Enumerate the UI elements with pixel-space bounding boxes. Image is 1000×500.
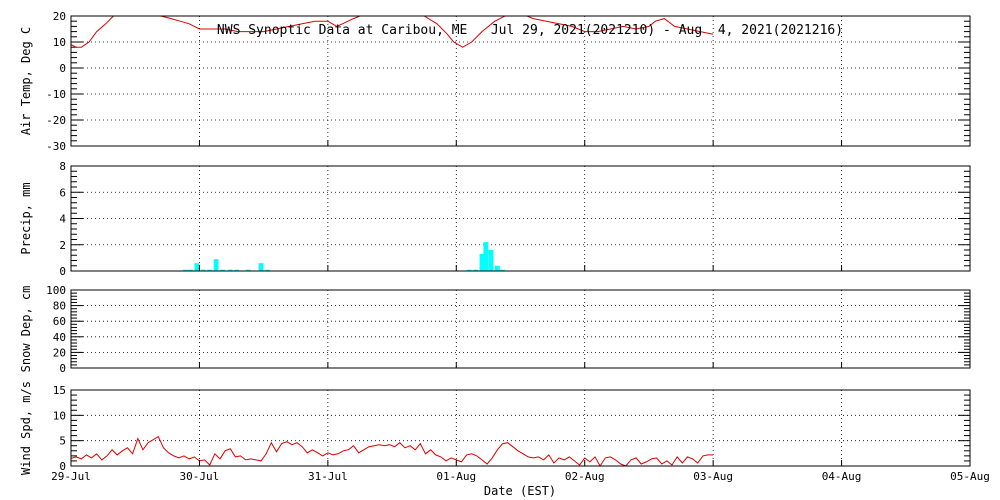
panel-wind: 0 5 10 15 Wind Spd, m/s: [19, 381, 971, 475]
data-layer: [71, 435, 714, 466]
precip-bar: [207, 269, 213, 271]
x-tick-label: 31-Jul: [308, 470, 348, 483]
precip-bar: [220, 269, 225, 271]
data-layer: [71, 16, 714, 48]
y-tick-label: 10: [53, 409, 66, 422]
y-tick-label: 20: [53, 10, 66, 23]
panel-frame: [70, 289, 971, 369]
x-tick-label: 03-Aug: [693, 470, 733, 483]
wind-series-line: [71, 435, 714, 466]
precip-bar: [200, 269, 206, 271]
temp-series-line: [71, 16, 714, 48]
y-axis-label: Wind Spd, m/s: [19, 381, 33, 475]
x-axis-label: Date (EST): [484, 484, 556, 498]
y-tick-label: -20: [46, 114, 66, 127]
chart-title: NWS Synoptic Data at Caribou, ME Jul 29,…: [217, 23, 843, 38]
precip-bar: [213, 259, 219, 271]
precip-bar: [466, 269, 472, 271]
y-tick-label: 10: [53, 36, 66, 49]
precip-bar: [234, 269, 240, 271]
y-tick-label: -30: [46, 140, 66, 153]
precip-bar: [194, 263, 200, 271]
y-tick-label: 4: [59, 213, 66, 226]
y-tick-label: 20: [53, 346, 66, 359]
precip-bar: [188, 269, 193, 271]
x-tick-label: 30-Jul: [180, 470, 220, 483]
panel-frame: [70, 165, 971, 272]
y-tick-label: 0: [59, 62, 66, 75]
y-tick-label: 60: [53, 315, 66, 328]
precip-bar: [258, 263, 264, 271]
y-tick-label: 5: [59, 435, 66, 448]
y-tick-label: 100: [46, 284, 66, 297]
precip-bar: [473, 269, 478, 271]
x-tick-label: 05-Aug: [950, 470, 990, 483]
precip-bar: [488, 250, 494, 271]
panel-snow: 0 20 40 60 80 100 Snow Dep, cm: [19, 284, 971, 375]
precip-bar: [479, 253, 485, 271]
x-tick-label: 02-Aug: [565, 470, 605, 483]
y-tick-label: 8: [59, 160, 66, 173]
panel-precip: 0 2 4 6 8 Precip, mm: [19, 160, 971, 278]
y-tick-label: 80: [53, 300, 66, 313]
panel-temp: -30 -20 -10 0 10 20 Air Temp, Deg C: [19, 10, 971, 153]
y-tick-label: 0: [59, 460, 66, 473]
y-tick-label: 40: [53, 331, 66, 344]
precip-bar: [500, 269, 505, 271]
x-tick-label: 01-Aug: [436, 470, 476, 483]
y-axis-label: Air Temp, Deg C: [19, 27, 33, 135]
precip-bar: [265, 269, 270, 271]
panel-frame: [70, 389, 971, 467]
data-layer: [182, 242, 505, 271]
y-tick-label: 15: [53, 384, 66, 397]
y-tick-label: 0: [59, 362, 66, 375]
y-axis-label: Snow Dep, cm: [19, 286, 33, 373]
x-tick-label: 04-Aug: [822, 470, 862, 483]
y-tick-label: 6: [59, 186, 66, 199]
y-axis-label: Precip, mm: [19, 182, 33, 254]
precip-bar: [483, 242, 489, 271]
panel-frame: [70, 15, 971, 147]
y-tick-label: 0: [59, 265, 66, 278]
precip-bar: [494, 265, 500, 271]
y-tick-label: 2: [59, 239, 66, 252]
precip-bar: [182, 269, 188, 271]
x-tick-label: 29-Jul: [51, 470, 91, 483]
y-tick-label: -10: [46, 88, 66, 101]
precip-bar: [245, 269, 251, 271]
precip-bar: [227, 269, 233, 271]
